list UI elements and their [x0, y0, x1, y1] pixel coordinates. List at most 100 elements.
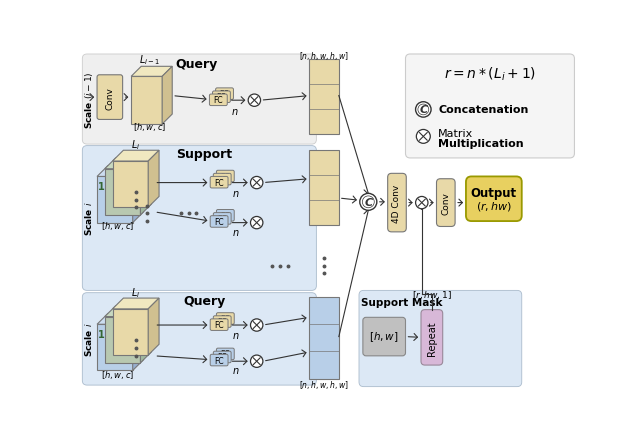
Polygon shape [97, 325, 132, 371]
Polygon shape [97, 166, 143, 177]
Circle shape [417, 130, 430, 144]
Text: 4D Conv: 4D Conv [392, 184, 401, 222]
FancyBboxPatch shape [83, 146, 316, 291]
FancyBboxPatch shape [216, 313, 234, 325]
Text: $[h, w, c]$: $[h, w, c]$ [100, 367, 134, 380]
Text: FC: FC [218, 318, 227, 326]
FancyBboxPatch shape [359, 291, 522, 387]
Polygon shape [97, 314, 143, 325]
FancyBboxPatch shape [216, 348, 234, 360]
Text: FC: FC [218, 353, 227, 362]
Text: FC: FC [220, 90, 229, 99]
Polygon shape [113, 309, 148, 355]
Polygon shape [148, 298, 159, 355]
Text: $n$: $n$ [232, 330, 239, 340]
FancyBboxPatch shape [212, 92, 230, 103]
Text: $n$: $n$ [232, 189, 239, 199]
Text: 1: 1 [97, 182, 104, 192]
Circle shape [250, 217, 263, 229]
Polygon shape [309, 60, 339, 135]
FancyBboxPatch shape [210, 354, 228, 366]
Text: FC: FC [221, 172, 230, 181]
Text: FC: FC [221, 350, 230, 359]
Text: Conv: Conv [442, 192, 451, 215]
FancyBboxPatch shape [213, 316, 231, 328]
Text: $[r, hw, 1]$: $[r, hw, 1]$ [412, 289, 452, 300]
FancyBboxPatch shape [421, 310, 443, 365]
Text: Concatenation: Concatenation [438, 105, 529, 115]
FancyBboxPatch shape [388, 174, 406, 232]
Circle shape [248, 95, 260, 107]
Polygon shape [105, 317, 140, 363]
FancyBboxPatch shape [210, 177, 228, 188]
Text: FC: FC [214, 218, 224, 226]
Text: FC: FC [214, 321, 224, 329]
Polygon shape [105, 170, 140, 215]
Polygon shape [132, 166, 143, 223]
Text: FC: FC [216, 93, 227, 102]
Circle shape [360, 194, 377, 211]
FancyBboxPatch shape [466, 177, 522, 222]
Text: Repeat: Repeat [427, 320, 437, 355]
Text: $[h, w, c]$: $[h, w, c]$ [100, 219, 134, 231]
Polygon shape [113, 162, 148, 208]
FancyBboxPatch shape [83, 293, 316, 385]
Text: FC: FC [218, 214, 227, 223]
Text: Scale $i$: Scale $i$ [83, 322, 94, 357]
FancyBboxPatch shape [83, 55, 316, 145]
Circle shape [250, 177, 263, 189]
Text: Query: Query [175, 58, 218, 71]
Text: Matrix: Matrix [438, 128, 474, 138]
Polygon shape [105, 159, 151, 170]
Polygon shape [309, 297, 339, 379]
Polygon shape [132, 314, 143, 371]
Polygon shape [148, 151, 159, 208]
Circle shape [415, 197, 428, 209]
Text: Output: Output [471, 187, 517, 200]
FancyBboxPatch shape [213, 174, 231, 185]
FancyBboxPatch shape [213, 213, 231, 225]
Polygon shape [162, 67, 172, 125]
Text: Support Mask: Support Mask [361, 297, 442, 307]
Circle shape [418, 105, 429, 116]
Text: Scale $i$: Scale $i$ [83, 201, 94, 236]
FancyBboxPatch shape [216, 210, 234, 222]
Text: FC: FC [221, 211, 230, 220]
Text: $n$: $n$ [232, 227, 239, 237]
Text: C: C [420, 105, 428, 115]
Polygon shape [131, 77, 162, 125]
Text: $[h, w, c]$: $[h, w, c]$ [133, 120, 166, 132]
Text: Query: Query [183, 294, 225, 307]
Polygon shape [131, 67, 172, 77]
Text: FC: FC [218, 175, 227, 184]
Text: $L_i$: $L_i$ [131, 138, 140, 152]
Text: $r = n * (L_i + 1)$: $r = n * (L_i + 1)$ [444, 65, 536, 83]
Polygon shape [140, 159, 151, 215]
Text: $L_{i-1}$: $L_{i-1}$ [139, 53, 161, 67]
FancyBboxPatch shape [97, 76, 123, 120]
Text: Support: Support [176, 148, 232, 160]
Text: FC: FC [214, 356, 224, 365]
Circle shape [250, 319, 263, 332]
Text: Scale $(i-1)$: Scale $(i-1)$ [83, 71, 95, 128]
FancyBboxPatch shape [363, 318, 406, 356]
Text: $(r, hw)$: $(r, hw)$ [476, 200, 512, 213]
Text: $[n, h, w, h, w]$: $[n, h, w, h, w]$ [299, 378, 349, 390]
Text: $n$: $n$ [231, 107, 239, 117]
FancyBboxPatch shape [216, 88, 234, 100]
Polygon shape [309, 151, 339, 226]
Text: FC: FC [221, 314, 230, 323]
Polygon shape [113, 151, 159, 162]
Polygon shape [97, 177, 132, 223]
FancyBboxPatch shape [436, 179, 455, 227]
FancyBboxPatch shape [210, 216, 228, 228]
Text: 1: 1 [97, 329, 104, 339]
FancyBboxPatch shape [406, 55, 575, 159]
Polygon shape [113, 298, 159, 309]
Circle shape [362, 197, 374, 208]
Text: $[n, h, w, h, w]$: $[n, h, w, h, w]$ [299, 49, 349, 62]
FancyBboxPatch shape [213, 351, 231, 363]
FancyBboxPatch shape [209, 95, 227, 106]
Text: FC: FC [214, 96, 223, 105]
Circle shape [250, 355, 263, 367]
